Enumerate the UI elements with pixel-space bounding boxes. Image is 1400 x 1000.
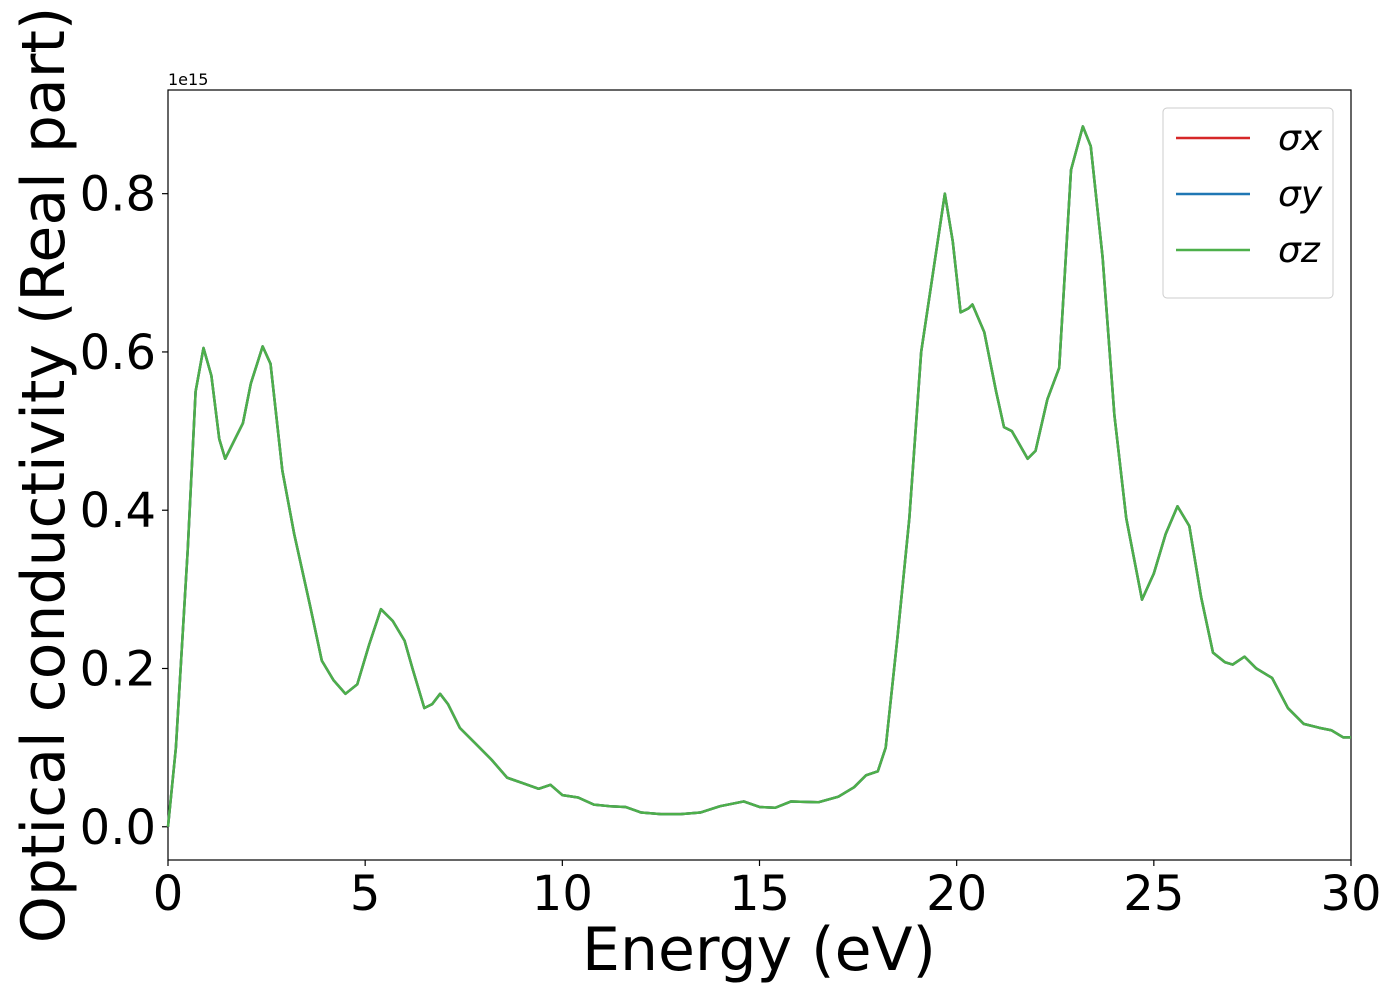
y-tick-label: 0.8 xyxy=(80,167,156,223)
x-tick-label: 15 xyxy=(729,866,790,922)
x-tick-label: 25 xyxy=(1123,866,1184,922)
x-tick-label: 0 xyxy=(153,866,184,922)
y-axis-label: Optical conductivity (Real part) xyxy=(9,7,79,944)
y-offset-label: 1e15 xyxy=(168,70,208,89)
legend-label: σx xyxy=(1278,118,1323,159)
series-line xyxy=(166,125,1351,827)
legend-label: σy xyxy=(1278,174,1323,215)
x-axis-label: Energy (eV) xyxy=(582,915,936,985)
x-tick-label: 10 xyxy=(532,866,593,922)
y-tick-label: 0.4 xyxy=(80,483,156,539)
y-tick-label: 0.6 xyxy=(80,325,156,381)
y-tick-label: 0.2 xyxy=(80,641,156,697)
plot-frame xyxy=(167,89,1352,861)
x-tick-label: 20 xyxy=(926,866,987,922)
x-tick-label: 5 xyxy=(350,866,381,922)
legend-label: σz xyxy=(1278,230,1321,271)
y-tick-label: 0.0 xyxy=(80,800,156,856)
x-tick-label: 30 xyxy=(1320,866,1381,922)
